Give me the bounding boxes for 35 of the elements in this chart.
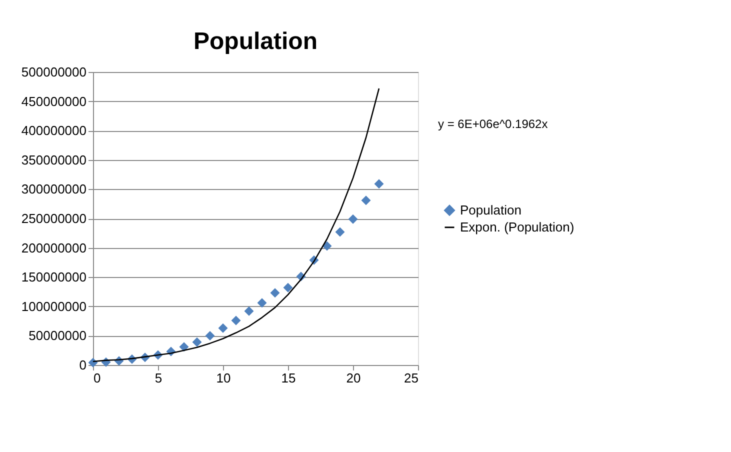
point — [335, 227, 345, 237]
point — [270, 288, 280, 298]
y-tick-label: 400000000 — [21, 123, 86, 138]
y-tick-label: 250000000 — [21, 211, 86, 226]
y-tick-label: 300000000 — [21, 182, 86, 197]
point — [244, 306, 254, 316]
x-tick-label: 0 — [94, 370, 101, 386]
text: y = 6E+06e^0.1962x — [438, 117, 548, 131]
point — [322, 241, 332, 251]
y-tick-label: 100000000 — [21, 298, 86, 314]
point — [257, 298, 267, 308]
point — [218, 323, 228, 333]
legend-label: Population — [460, 202, 522, 218]
point — [361, 196, 371, 206]
y-tick-label: 450000000 — [21, 94, 86, 109]
point — [179, 342, 189, 352]
x-tick-label: 10 — [216, 370, 231, 386]
x-tick-label: 15 — [281, 370, 296, 386]
y-tick-label: 150000000 — [21, 270, 86, 285]
x-tick-label: 20 — [346, 370, 361, 386]
point — [205, 330, 215, 340]
legend-label: Expon. (Population) — [460, 219, 574, 234]
y-tick-label: 350000000 — [21, 152, 86, 168]
y-tick-label: 200000000 — [21, 240, 86, 256]
point — [374, 179, 384, 189]
x-tick-label: 5 — [154, 370, 162, 386]
y-tick-label: 0 — [79, 358, 86, 372]
point — [231, 316, 241, 326]
point — [192, 337, 202, 347]
chart-title: Population — [194, 28, 318, 55]
point — [348, 214, 358, 224]
y-tick-label: 50000000 — [28, 328, 86, 344]
x-tick-label: 25 — [404, 370, 418, 386]
point — [283, 282, 293, 292]
y-tick-label: 500000000 — [21, 64, 86, 80]
